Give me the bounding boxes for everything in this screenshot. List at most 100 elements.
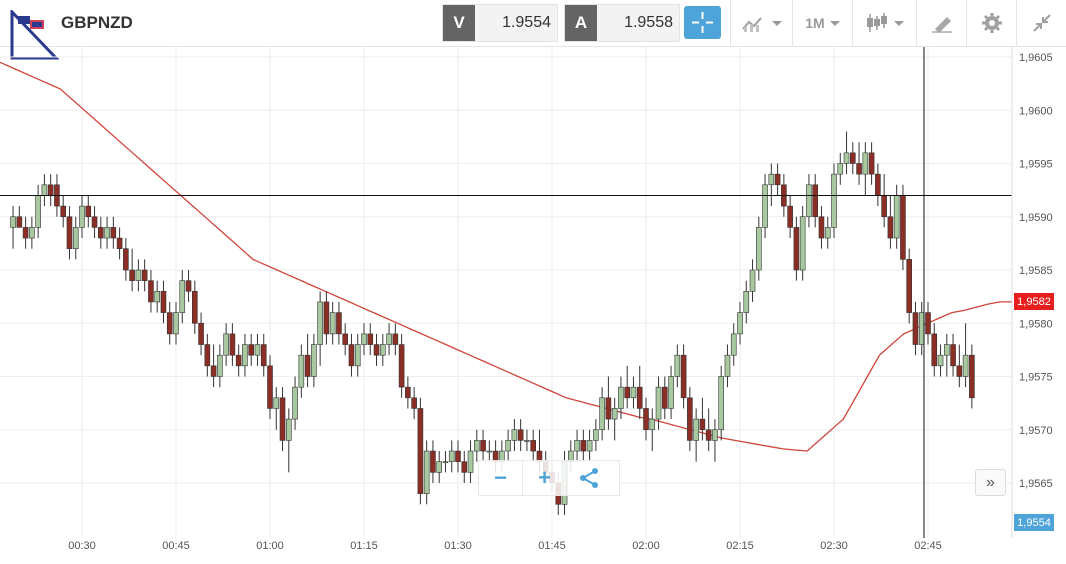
candle-body	[862, 152, 869, 175]
candle-body	[611, 408, 618, 420]
candle-body	[849, 152, 856, 164]
timeframe-button[interactable]: 1M	[792, 0, 852, 46]
candle-body	[242, 344, 248, 367]
x-tick-label: 00:30	[68, 540, 96, 552]
candle-body	[793, 227, 800, 271]
y-tick-label: 1,9595	[1019, 159, 1053, 171]
candle-body	[129, 269, 135, 281]
share-button[interactable]	[567, 461, 611, 495]
candle-body	[687, 397, 693, 441]
bid-price: 1.9554	[502, 14, 551, 31]
drawing-tools-button[interactable]	[916, 0, 966, 46]
candle-body	[630, 386, 637, 399]
candle-body	[969, 354, 975, 399]
collapse-button[interactable]	[1016, 0, 1066, 46]
candle-body	[342, 333, 349, 345]
y-tick-label: 1,9585	[1019, 265, 1053, 277]
crosshair-button[interactable]	[684, 6, 721, 39]
candlestick-button[interactable]	[852, 0, 916, 46]
candle-body	[655, 386, 662, 420]
candle-body	[455, 450, 461, 462]
candle-body	[279, 397, 286, 441]
candle-body	[198, 322, 204, 345]
candle-body	[336, 312, 342, 335]
candle-body	[755, 227, 762, 271]
candle-body	[524, 440, 530, 442]
candle-body	[881, 195, 887, 218]
candle-body	[217, 354, 223, 377]
zoom-in-button[interactable]: +	[523, 461, 567, 495]
candle-body	[298, 354, 305, 388]
candle-body	[423, 450, 430, 494]
candle-body	[348, 344, 355, 367]
candlestick-icon	[867, 13, 887, 32]
bid-quote[interactable]: V 1.9554	[442, 4, 558, 42]
candle-body	[192, 291, 198, 324]
candle-body	[398, 344, 405, 388]
candle-body	[893, 195, 900, 239]
candle-body	[116, 237, 123, 250]
candle-body	[724, 354, 731, 377]
x-tick-label: 02:30	[820, 540, 848, 552]
candle-body	[818, 216, 825, 239]
candle-body	[123, 248, 129, 271]
candle-body	[774, 173, 781, 186]
bid-tag: V	[443, 5, 475, 41]
candle-body	[962, 354, 969, 377]
candle-body	[730, 333, 737, 356]
candle-body	[66, 216, 73, 250]
ask-tag: A	[565, 5, 597, 41]
candle-body	[223, 333, 229, 356]
candle-body	[166, 312, 173, 335]
timeframe-label: 1M	[805, 15, 825, 31]
candle-body	[304, 354, 311, 377]
candle-body	[831, 173, 837, 228]
candle-body	[104, 227, 110, 239]
candle-body	[480, 440, 486, 452]
chart-type-button[interactable]	[730, 0, 792, 46]
x-tick-label: 02:45	[914, 540, 942, 552]
candle-body	[311, 344, 317, 377]
candle-body	[868, 152, 875, 175]
candle-body	[636, 386, 643, 409]
candle-body	[762, 184, 768, 228]
candle-body	[812, 184, 819, 218]
candle-body	[85, 205, 92, 218]
y-tick-label: 1,9600	[1019, 105, 1053, 117]
candle-body	[379, 344, 386, 356]
scroll-to-latest-button[interactable]: »	[975, 469, 1006, 496]
candle-body	[806, 184, 812, 218]
candle-body	[154, 291, 160, 303]
candle-body	[856, 163, 862, 175]
x-tick-label: 01:30	[444, 540, 472, 552]
candle-body	[599, 397, 605, 431]
y-tick-label: 1,9605	[1019, 52, 1053, 64]
y-tick-label: 1,9565	[1019, 478, 1053, 490]
candle-body	[110, 227, 117, 239]
candle-body	[210, 365, 217, 377]
candle-body	[442, 461, 449, 464]
candle-body	[417, 408, 424, 494]
candle-body	[373, 344, 380, 356]
candle-body	[624, 386, 631, 399]
price-chart[interactable]: 1,9605 1,9600 1,9595 1,9590 1,9585 1,9580 1,95…	[0, 47, 1066, 564]
zoom-out-button[interactable]: −	[479, 461, 523, 495]
candle-body	[392, 333, 399, 345]
gear-icon	[981, 13, 1002, 33]
candle-body	[473, 440, 480, 452]
ask-quote[interactable]: A 1.9558	[564, 4, 680, 42]
candle-body	[593, 429, 599, 441]
current-price-badge: 1,9554	[1014, 514, 1054, 531]
candle-body	[254, 344, 261, 356]
grid	[0, 47, 1012, 538]
moving-average-path	[0, 61, 1012, 452]
candle-body	[16, 216, 23, 228]
candle-body	[680, 354, 687, 399]
currency-flag-icon	[10, 10, 60, 60]
candle-body	[517, 429, 524, 441]
settings-button[interactable]	[966, 0, 1016, 46]
candle-body	[749, 269, 756, 292]
candle-body	[718, 376, 725, 431]
candle-body	[323, 301, 330, 335]
